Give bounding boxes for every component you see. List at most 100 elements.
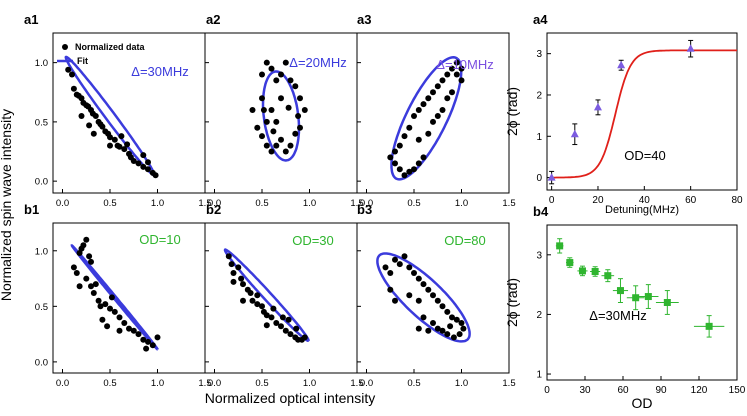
- data-point: [449, 65, 455, 72]
- data-point: [65, 66, 72, 73]
- data-point: [430, 292, 436, 299]
- panel-annotation: Δ=10MHz: [436, 57, 493, 72]
- data-point: [458, 77, 465, 84]
- data-point: [102, 301, 109, 308]
- fit-ellipse: [261, 70, 301, 162]
- data-point: [415, 107, 422, 113]
- data-point: [392, 148, 398, 155]
- data-point: [92, 281, 99, 288]
- data-point: [225, 253, 232, 260]
- x-tick-label: 0.0: [56, 378, 69, 389]
- data-point: [406, 168, 413, 175]
- data-point: [83, 236, 90, 243]
- data-point: [273, 118, 280, 125]
- data-point: [108, 294, 115, 301]
- panel-b3: b3 0.0 0.5 1.0 1.5 OD=80: [356, 202, 516, 389]
- x-tick-label: 0.5: [407, 198, 420, 209]
- data-point: [278, 136, 284, 143]
- data-point: [415, 160, 422, 167]
- data-point: [135, 331, 142, 338]
- data-point: [439, 303, 446, 310]
- x-tick-label: 0.0: [56, 198, 69, 209]
- data-point-square: [644, 293, 652, 301]
- data-point-square: [616, 287, 624, 295]
- data-point: [263, 312, 270, 319]
- data-point: [149, 342, 156, 349]
- panel-label: a3: [357, 12, 371, 27]
- data-point: [111, 136, 118, 143]
- data-point: [92, 113, 99, 119]
- fit-ellipse: [376, 252, 471, 343]
- y-tick-label: 0.5: [35, 117, 48, 128]
- data-point: [434, 297, 441, 304]
- data-point: [121, 146, 128, 153]
- x-tick-label: 80: [731, 195, 743, 206]
- data-point: [282, 59, 289, 66]
- y-tick-label: 1.0: [35, 246, 48, 257]
- panel-annotation: Δ=30MHz: [589, 308, 646, 323]
- data-point: [95, 297, 102, 304]
- data-point: [254, 124, 261, 131]
- data-point: [73, 270, 80, 276]
- x-tick-label: 1.0: [455, 378, 468, 389]
- data-point-square: [556, 242, 564, 250]
- data-point: [263, 59, 270, 66]
- data-point: [99, 316, 106, 323]
- data-point: [124, 141, 131, 148]
- panel-frame: [546, 32, 738, 191]
- data-point: [301, 334, 308, 341]
- data-point: [430, 89, 436, 96]
- data-point: [439, 107, 446, 113]
- x-tick-label: 0: [544, 385, 550, 396]
- data-point: [273, 142, 280, 149]
- data-point: [295, 113, 302, 119]
- data-point: [263, 322, 270, 329]
- data-point: [107, 134, 113, 141]
- data-point: [88, 258, 94, 265]
- data-point: [154, 334, 161, 341]
- data-point: [297, 95, 303, 102]
- x-tick-label: 60: [617, 385, 629, 396]
- data-point-triangle: [617, 60, 626, 69]
- panel-label: a1: [24, 12, 38, 27]
- x-tick-label: 150: [729, 385, 746, 396]
- data-point: [285, 104, 292, 111]
- panel-label: a4: [533, 12, 548, 27]
- data-point: [406, 124, 413, 131]
- data-point: [268, 65, 275, 72]
- panel-label: b4: [533, 204, 549, 219]
- data-point: [415, 275, 422, 282]
- data-point: [453, 316, 460, 323]
- data-point: [425, 327, 432, 334]
- axis-xlabel: Detuning(MHz): [605, 204, 679, 216]
- data-point: [143, 345, 150, 352]
- data-point: [439, 77, 446, 84]
- panel-a2: a2 0.0 0.5 1.0 1.5 Δ=20MHz: [204, 12, 364, 209]
- x-tick-label: 1.5: [198, 378, 211, 389]
- data-point: [278, 71, 284, 78]
- data-point: [107, 142, 113, 149]
- data-point: [453, 71, 460, 78]
- data-point: [86, 253, 93, 260]
- data-point-square: [591, 268, 599, 275]
- data-point: [70, 264, 77, 271]
- data-point: [88, 283, 94, 290]
- y-tick-label: 0.0: [35, 177, 48, 188]
- data-point: [396, 166, 403, 173]
- data-point: [140, 336, 147, 343]
- data-point: [279, 314, 286, 321]
- data-point: [292, 130, 299, 137]
- panel-b4: b4 0 30 60 90 120 150 1 2 3 Δ=30MHz OD 2ϕ (rad): [504, 204, 746, 411]
- y-tick-label: 2: [536, 310, 542, 321]
- data-point: [460, 325, 467, 332]
- panel-frame: [356, 222, 510, 374]
- x-tick-label: 1.0: [303, 198, 316, 209]
- data-point-square: [604, 272, 612, 280]
- data-point: [411, 166, 417, 173]
- legend-label: Normalized data: [75, 42, 146, 52]
- data-point: [278, 323, 284, 330]
- x-tick-label: 0: [549, 195, 555, 206]
- data-point: [238, 275, 245, 282]
- data-point: [111, 308, 118, 315]
- data-point: [430, 118, 436, 125]
